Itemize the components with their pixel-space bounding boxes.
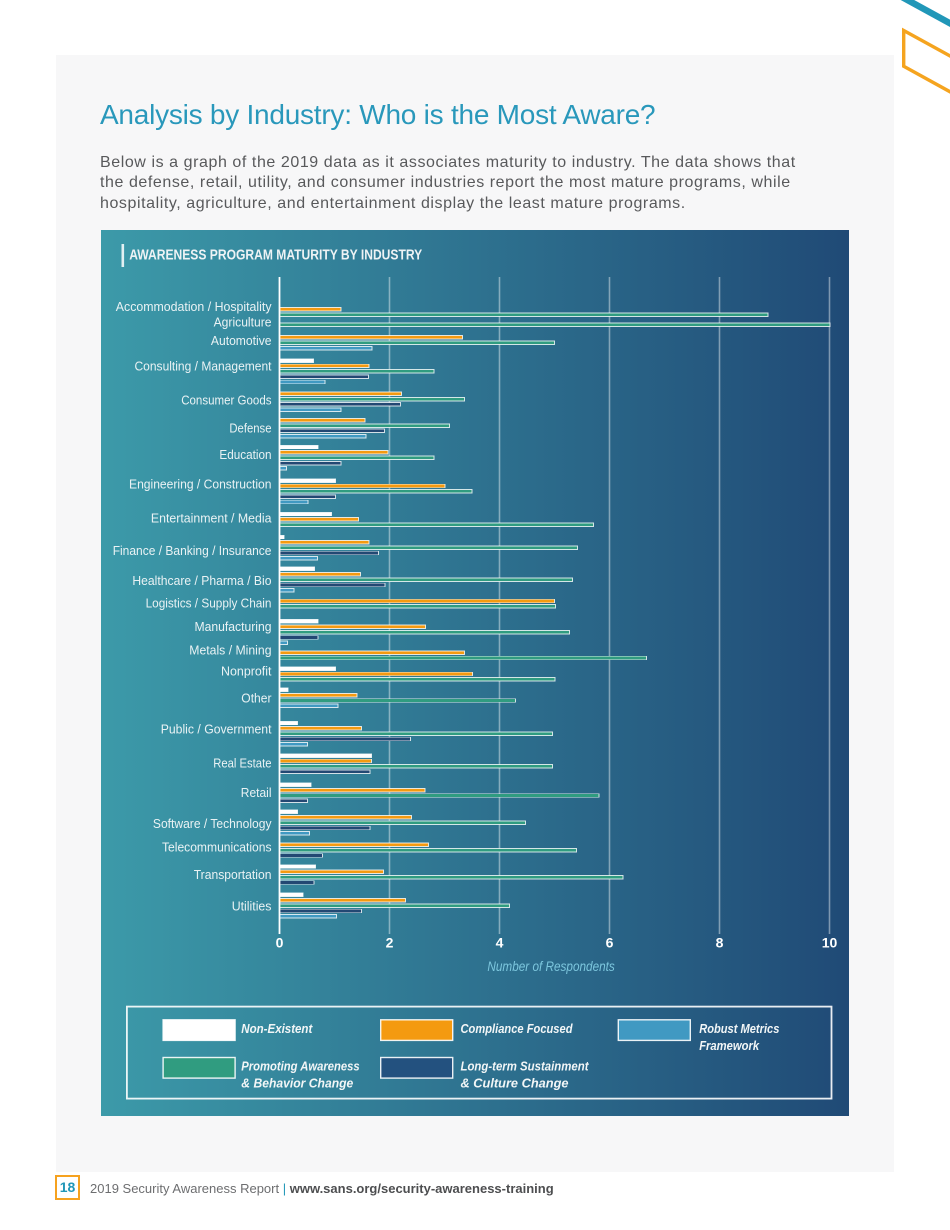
svg-text:Logistics / Supply Chain: Logistics / Supply Chain — [145, 597, 271, 611]
svg-text:0: 0 — [275, 934, 283, 950]
svg-text:AWARENESS PROGRAM MATURITY BY: AWARENESS PROGRAM MATURITY BY INDUSTRY — [129, 247, 422, 264]
svg-text:Entertainment / Media: Entertainment / Media — [150, 512, 271, 526]
svg-text:Real Estate: Real Estate — [213, 757, 271, 771]
svg-text:Other: Other — [241, 692, 271, 706]
svg-text:Framework: Framework — [699, 1038, 760, 1053]
svg-text:4: 4 — [495, 934, 503, 950]
svg-text:& Culture Change: & Culture Change — [460, 1076, 568, 1091]
svg-text:Non-Existent: Non-Existent — [241, 1021, 313, 1036]
svg-text:Education: Education — [219, 448, 271, 462]
svg-text:Automotive: Automotive — [210, 334, 271, 348]
svg-text:Agriculture: Agriculture — [213, 315, 271, 329]
svg-text:Retail: Retail — [240, 786, 271, 800]
svg-text:Compliance Focused: Compliance Focused — [460, 1021, 573, 1036]
svg-text:6: 6 — [605, 934, 613, 950]
svg-text:2: 2 — [385, 934, 393, 950]
svg-text:Number of Respondents: Number of Respondents — [487, 958, 614, 974]
svg-text:Robust Metrics: Robust Metrics — [699, 1021, 779, 1036]
svg-text:Nonprofit: Nonprofit — [221, 665, 272, 679]
svg-text:Promoting Awareness: Promoting Awareness — [241, 1059, 359, 1074]
svg-text:10: 10 — [821, 934, 837, 950]
svg-text:& Behavior Change: & Behavior Change — [241, 1076, 353, 1091]
svg-text:Utilities: Utilities — [231, 900, 271, 914]
svg-text:Consulting / Management: Consulting / Management — [134, 360, 271, 374]
svg-text:Transportation: Transportation — [193, 868, 271, 882]
svg-text:Accommodation / Hospitality: Accommodation / Hospitality — [115, 300, 271, 314]
svg-text:Long-term Sustainment: Long-term Sustainment — [460, 1059, 589, 1074]
svg-text:Telecommunications: Telecommunications — [162, 841, 272, 855]
svg-text:Metals / Mining: Metals / Mining — [189, 643, 271, 657]
svg-text:Engineering / Construction: Engineering / Construction — [129, 478, 272, 492]
svg-text:Manufacturing: Manufacturing — [194, 620, 271, 634]
svg-text:Consumer Goods: Consumer Goods — [181, 393, 271, 407]
svg-text:Finance / Banking / Insurance: Finance / Banking / Insurance — [112, 544, 271, 558]
svg-text:Software / Technology: Software / Technology — [152, 817, 271, 831]
svg-text:8: 8 — [715, 934, 723, 950]
svg-text:Public / Government: Public / Government — [160, 723, 271, 737]
svg-text:Defense: Defense — [229, 422, 271, 436]
svg-text:Healthcare / Pharma / Bio: Healthcare / Pharma / Bio — [132, 574, 271, 588]
